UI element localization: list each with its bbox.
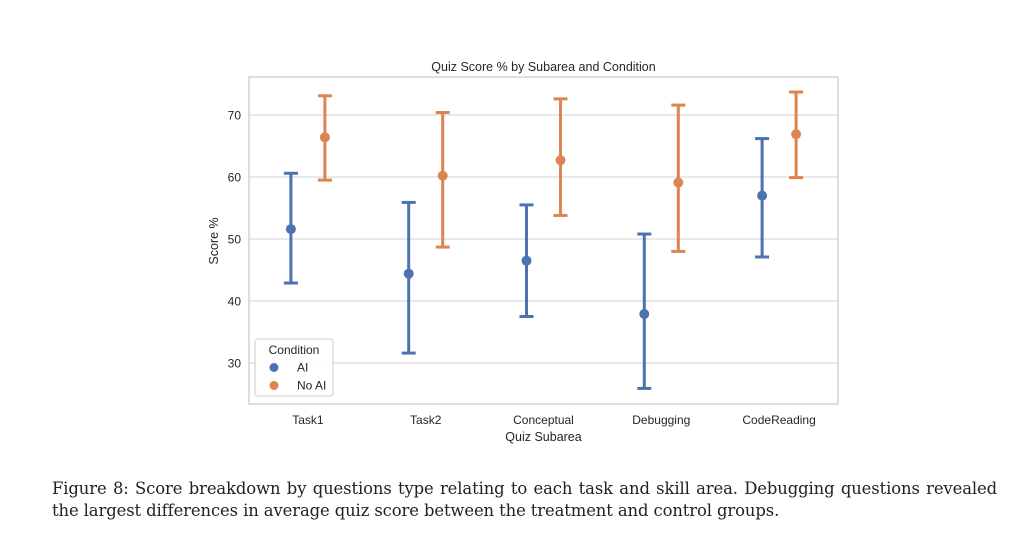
y-tick-label: 70: [228, 108, 242, 122]
x-axis-label: Quiz Subarea: [505, 430, 581, 444]
y-tick-label: 40: [228, 294, 242, 308]
data-point: [555, 155, 566, 166]
x-tick-label: Conceptual: [513, 413, 574, 427]
series-ai: [283, 137, 770, 390]
legend: Condition AI No AI: [254, 338, 334, 397]
legend-marker-ai: [269, 363, 279, 372]
legend-title: Condition: [269, 343, 320, 357]
chart-title: Quiz Score % by Subarea and Condition: [431, 60, 655, 74]
data-point: [791, 129, 802, 140]
y-tick-label: 60: [228, 170, 242, 184]
y-tick-label: 50: [228, 232, 242, 246]
x-tick-label: Task1: [292, 413, 324, 427]
y-axis-label: Score %: [207, 217, 221, 264]
y-axis-ticks: 30 40 50 60 70: [228, 108, 242, 370]
x-axis-ticks: Task1 Task2 Conceptual Debugging CodeReading: [292, 413, 816, 427]
x-tick-label: CodeReading: [742, 413, 815, 427]
data-point: [319, 132, 330, 143]
y-tick-label: 30: [228, 356, 242, 370]
x-tick-label: Debugging: [632, 413, 690, 427]
legend-label-ai: AI: [297, 361, 308, 375]
series-no-ai: [317, 90, 804, 253]
data-point: [639, 309, 650, 320]
gridlines: [249, 114, 838, 364]
data-point: [521, 255, 532, 266]
data-point: [757, 190, 768, 201]
data-point: [403, 268, 414, 279]
legend-marker-no-ai: [269, 381, 279, 390]
data-point: [673, 177, 684, 188]
legend-label-no-ai: No AI: [297, 379, 326, 393]
data-point: [437, 170, 448, 181]
chart: Quiz Score % by Subarea and Condition 30…: [207, 60, 839, 444]
data-marks: [283, 90, 804, 390]
figure-caption: Figure 8: Score breakdown by questions t…: [52, 479, 997, 520]
data-point: [285, 224, 296, 235]
x-tick-label: Task2: [410, 413, 442, 427]
plot-frame: [248, 76, 839, 405]
